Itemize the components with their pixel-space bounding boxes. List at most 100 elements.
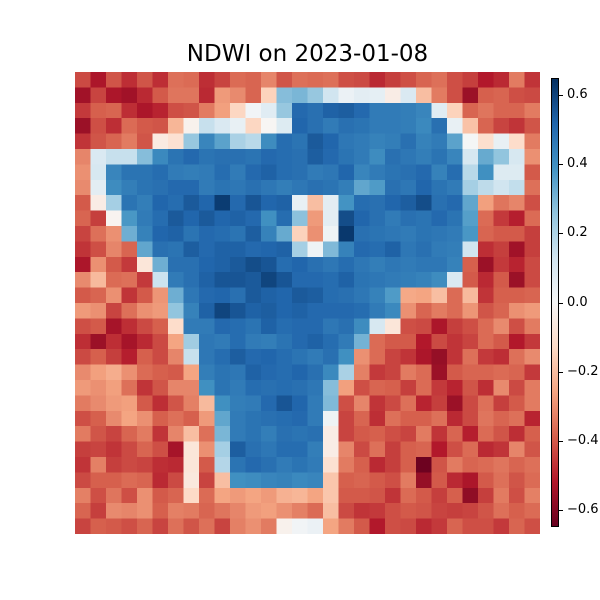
heatmap-cell-r21-c9 xyxy=(214,395,231,412)
heatmap-cell-r25-c25 xyxy=(462,457,479,473)
heatmap-cell-r3-c16 xyxy=(323,118,340,135)
heatmap-cell-r7-c27 xyxy=(493,179,510,196)
heatmap-cell-r27-c15 xyxy=(307,487,324,504)
heatmap-cell-r3-c7 xyxy=(183,118,200,135)
heatmap-cell-r11-c9 xyxy=(214,241,231,258)
heatmap-cell-r18-c15 xyxy=(307,349,324,366)
heatmap-cell-r15-c29 xyxy=(524,303,540,319)
heatmap-cell-r15-c20 xyxy=(385,303,402,319)
colorbar-tick xyxy=(559,233,563,235)
heatmap-cell-r18-c8 xyxy=(199,349,216,366)
heatmap-cell-r14-c28 xyxy=(509,287,526,304)
heatmap-cell-r17-c13 xyxy=(276,333,293,350)
heatmap-cell-r20-c14 xyxy=(292,380,309,396)
heatmap-cell-r22-c19 xyxy=(369,410,386,427)
heatmap-cell-r20-c27 xyxy=(493,380,510,396)
heatmap-cell-r18-c12 xyxy=(261,349,278,366)
heatmap-cell-r4-c14 xyxy=(292,133,309,150)
heatmap-cell-r14-c25 xyxy=(462,287,479,304)
heatmap-cell-r20-c28 xyxy=(509,380,526,396)
heatmap-cell-r18-c2 xyxy=(106,349,123,366)
heatmap-cell-r8-c5 xyxy=(152,195,169,212)
heatmap-cell-r14-c21 xyxy=(400,287,417,304)
heatmap-cell-r24-c24 xyxy=(447,441,464,458)
heatmap-cell-r22-c29 xyxy=(524,410,540,427)
heatmap-cell-r6-c6 xyxy=(168,164,185,181)
heatmap-cell-r18-c10 xyxy=(230,349,247,366)
heatmap-cell-r21-c15 xyxy=(307,395,324,412)
heatmap-cell-r1-c7 xyxy=(183,87,200,104)
heatmap-cell-r9-c18 xyxy=(354,210,371,227)
heatmap-cell-r28-c18 xyxy=(354,503,371,520)
heatmap-cell-r17-c9 xyxy=(214,333,231,350)
heatmap-cell-r19-c4 xyxy=(137,364,154,381)
heatmap-cell-r22-c28 xyxy=(509,410,526,427)
heatmap-cell-r18-c19 xyxy=(369,349,386,366)
heatmap-cell-r4-c23 xyxy=(431,133,448,150)
heatmap-cell-r28-c28 xyxy=(509,503,526,520)
heatmap-cell-r4-c25 xyxy=(462,133,479,150)
heatmap-cell-r10-c21 xyxy=(400,226,417,242)
heatmap-cell-r17-c1 xyxy=(90,333,107,350)
heatmap-cell-r23-c10 xyxy=(230,426,247,443)
heatmap-cell-r21-c14 xyxy=(292,395,309,412)
heatmap-cell-r8-c9 xyxy=(214,195,231,212)
heatmap-cell-r3-c4 xyxy=(137,118,154,135)
heatmap-cell-r24-c3 xyxy=(121,441,138,458)
heatmap-cell-r15-c5 xyxy=(152,303,169,319)
heatmap-cell-r26-c6 xyxy=(168,472,185,489)
heatmap-cell-r1-c11 xyxy=(245,87,262,104)
heatmap-cell-r27-c19 xyxy=(369,487,386,504)
heatmap-cell-r23-c27 xyxy=(493,426,510,443)
heatmap-cell-r15-c4 xyxy=(137,303,154,319)
heatmap-cell-r3-c20 xyxy=(385,118,402,135)
heatmap-cell-r1-c3 xyxy=(121,87,138,104)
heatmap-cell-r13-c10 xyxy=(230,272,247,289)
heatmap-cell-r16-c23 xyxy=(431,318,448,335)
heatmap-cell-r13-c27 xyxy=(493,272,510,289)
heatmap-cell-r0-c26 xyxy=(478,72,495,88)
heatmap-cell-r14-c7 xyxy=(183,287,200,304)
heatmap-cell-r3-c1 xyxy=(90,118,107,135)
heatmap-cell-r28-c2 xyxy=(106,503,123,520)
heatmap-cell-r2-c11 xyxy=(245,102,262,119)
heatmap-cell-r28-c19 xyxy=(369,503,386,520)
heatmap-cell-r13-c25 xyxy=(462,272,479,289)
heatmap-cell-r0-c12 xyxy=(261,72,278,88)
heatmap-cell-r25-c7 xyxy=(183,457,200,473)
heatmap-cell-r0-c16 xyxy=(323,72,340,88)
heatmap-cell-r10-c0 xyxy=(75,226,92,242)
heatmap-cell-r20-c19 xyxy=(369,380,386,396)
heatmap-cell-r25-c29 xyxy=(524,457,540,473)
heatmap-cell-r16-c26 xyxy=(478,318,495,335)
heatmap-cell-r16-c3 xyxy=(121,318,138,335)
heatmap-cell-r5-c10 xyxy=(230,149,247,165)
heatmap-cell-r2-c2 xyxy=(106,102,123,119)
heatmap-cell-r8-c18 xyxy=(354,195,371,212)
heatmap-cell-r23-c16 xyxy=(323,426,340,443)
heatmap-cell-r7-c9 xyxy=(214,179,231,196)
heatmap-cell-r8-c29 xyxy=(524,195,540,212)
heatmap-cell-r4-c15 xyxy=(307,133,324,150)
heatmap-cell-r3-c0 xyxy=(75,118,92,135)
heatmap-cell-r8-c20 xyxy=(385,195,402,212)
heatmap-cell-r18-c11 xyxy=(245,349,262,366)
heatmap-cell-r1-c16 xyxy=(323,87,340,104)
heatmap-cell-r1-c9 xyxy=(214,87,231,104)
heatmap-cell-r29-c22 xyxy=(416,518,433,534)
heatmap-cell-r26-c9 xyxy=(214,472,231,489)
heatmap-cell-r23-c13 xyxy=(276,426,293,443)
heatmap-cell-r7-c0 xyxy=(75,179,92,196)
heatmap-cell-r3-c21 xyxy=(400,118,417,135)
heatmap-cell-r0-c18 xyxy=(354,72,371,88)
heatmap-cell-r21-c12 xyxy=(261,395,278,412)
heatmap-cell-r6-c19 xyxy=(369,164,386,181)
heatmap-cell-r3-c5 xyxy=(152,118,169,135)
heatmap-cell-r22-c14 xyxy=(292,410,309,427)
heatmap-cell-r28-c0 xyxy=(75,503,92,520)
heatmap-cell-r23-c2 xyxy=(106,426,123,443)
heatmap-cell-r15-c28 xyxy=(509,303,526,319)
heatmap-cell-r12-c5 xyxy=(152,256,169,273)
heatmap-cell-r23-c3 xyxy=(121,426,138,443)
heatmap-cell-r1-c18 xyxy=(354,87,371,104)
